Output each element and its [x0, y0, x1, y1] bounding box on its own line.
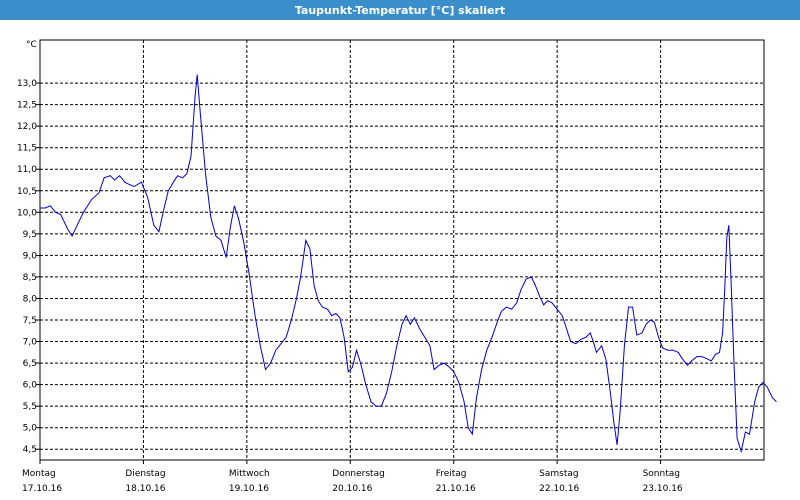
- y-unit-label: °C: [26, 40, 37, 50]
- x-tick-date-label: 22.10.16: [539, 484, 579, 494]
- chart-title: Taupunkt-Temperatur [°C] skaliert: [0, 0, 800, 20]
- y-tick-label: 11,0: [17, 165, 37, 175]
- chart-area: °C 4,5 5,0 5,5 6,0 6,5 7,0 7,5 8,0 8,5 9,0 9,5 10,0…: [17, 39, 777, 494]
- x-tick-date-label: 18.10.16: [125, 484, 165, 494]
- y-tick-label: 13,0: [17, 79, 37, 89]
- y-tick-label: 10,5: [17, 187, 37, 197]
- x-tick-date-label: 17.10.16: [22, 484, 62, 494]
- x-tick-date-label: 20.10.16: [332, 484, 372, 494]
- y-tick-label: 8,0: [23, 294, 38, 304]
- x-tick-day-label: Freitag: [436, 469, 467, 479]
- y-tick-label: 4,5: [23, 445, 37, 455]
- y-axis: 4,5 5,0 5,5 6,0 6,5 7,0 7,5 8,0 8,5 9,0 9,5 10,0 10,…: [17, 79, 40, 455]
- x-tick-date-label: 19.10.16: [229, 484, 269, 494]
- y-tick-label: 5,0: [23, 424, 38, 434]
- x-tick-day-label: Montag: [22, 469, 56, 479]
- y-tick-label: 12,5: [17, 101, 37, 111]
- y-tick-label: 9,5: [23, 230, 37, 240]
- y-tick-label: 8,5: [23, 273, 37, 283]
- x-axis: Montag 17.10.16 Dienstag 18.10.16 Mittwoch 19…: [22, 460, 683, 494]
- x-tick-day-label: Mittwoch: [229, 469, 270, 479]
- y-tick-label: 11,5: [17, 144, 37, 154]
- x-tick-day-label: Dienstag: [125, 469, 165, 479]
- y-tick-label: 6,5: [23, 359, 37, 369]
- x-tick-date-label: 23.10.16: [643, 484, 683, 494]
- y-tick-label: 12,0: [17, 122, 37, 132]
- series-layer: [40, 74, 777, 454]
- x-tick-day-label: Sonntag: [643, 469, 680, 479]
- y-tick-label: 6,0: [23, 381, 38, 391]
- y-tick-label: 9,0: [23, 251, 38, 261]
- y-tick-label: 10,0: [17, 208, 37, 218]
- grid: [40, 40, 764, 460]
- y-tick-label: 7,5: [23, 316, 37, 326]
- series-line: [40, 74, 777, 454]
- y-tick-label: 5,5: [23, 402, 37, 412]
- x-tick-date-label: 21.10.16: [436, 484, 476, 494]
- plot-frame: [39, 39, 765, 461]
- y-tick-label: 7,0: [23, 338, 38, 348]
- x-tick-day-label: Samstag: [539, 469, 578, 479]
- x-tick-day-label: Donnerstag: [332, 469, 385, 479]
